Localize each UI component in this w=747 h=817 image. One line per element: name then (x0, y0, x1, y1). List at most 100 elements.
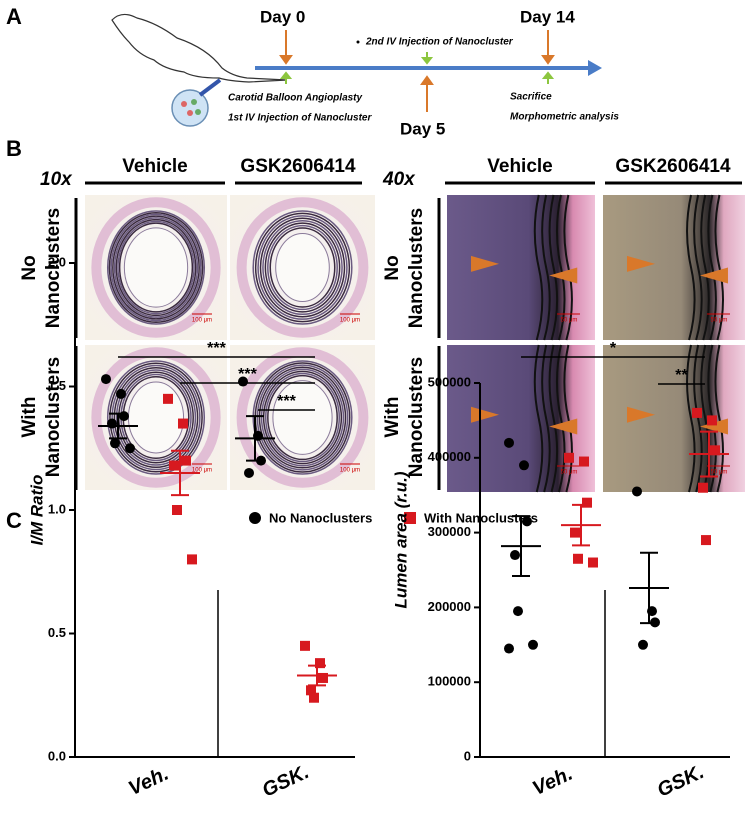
data-point (309, 692, 319, 703)
nanocluster-icon (171, 89, 209, 127)
panel-label: C (6, 508, 22, 533)
arrowhead (699, 267, 728, 284)
arrowhead (699, 418, 728, 435)
row-label: No (382, 255, 403, 280)
arrowhead (627, 406, 655, 423)
significance-label: *** (207, 340, 226, 357)
scale-bar-label: 50 μm (711, 470, 728, 476)
data-point (632, 486, 642, 497)
lumen (123, 227, 189, 308)
y-tick-label: 2.0 (48, 254, 66, 269)
y-tick-label: 0 (464, 748, 471, 763)
data-point (125, 443, 135, 454)
vessel-lamina (269, 227, 336, 308)
significance-label: *** (277, 393, 296, 410)
column-header: Vehicle (122, 156, 188, 177)
row-label: With (19, 397, 40, 438)
vessel-lamina (108, 211, 204, 324)
data-point (522, 516, 532, 527)
x-tick-label: GSK. (654, 761, 708, 802)
elastic-lamina (541, 194, 551, 341)
vessel-lamina (115, 369, 197, 466)
elastic-lamina (533, 344, 544, 493)
vessel-lamina (113, 366, 199, 469)
data-point (519, 460, 529, 471)
data-point (701, 535, 711, 546)
panel-b: B 10x 40x Vehicle GSK2606414 Vehicle GSK… (6, 136, 745, 493)
elastic-lamina (556, 344, 566, 493)
vessel-lamina (256, 364, 349, 471)
elastic-lamina (533, 194, 544, 341)
y-tick-label: 200000 (428, 599, 471, 614)
x-tick-label: Veh. (529, 763, 576, 800)
elastic-lamina (714, 344, 724, 493)
event-label: 1st IV Injection of Nanocluster (228, 113, 372, 124)
syringe (198, 78, 222, 97)
vessel-lamina (257, 215, 348, 320)
scale-bar-label: 100 μm (340, 468, 360, 474)
day-label: Day 5 (400, 119, 445, 138)
elastic-lamina (693, 344, 703, 493)
elastic-lamina (556, 194, 566, 341)
data-point (707, 415, 717, 426)
panel-a: A Day 0 Day 14 Day 5 2nd IV Injection of… (6, 4, 619, 139)
data-point (172, 505, 182, 515)
vessel-lamina (264, 222, 341, 313)
event-label: Morphometric analysis (510, 112, 619, 123)
arrowhead (471, 406, 499, 423)
elastic-lamina (686, 194, 696, 341)
vessel-lamina (112, 215, 200, 320)
significance-label: ** (675, 367, 688, 384)
data-point (513, 606, 523, 617)
elastic-lamina (700, 344, 710, 493)
vessel-lamina (117, 220, 195, 315)
column-header: GSK2606414 (615, 156, 731, 177)
data-point (315, 658, 325, 669)
data-point (169, 460, 179, 471)
vessel-lamina (262, 370, 343, 465)
row-label: Nanoclusters (43, 357, 64, 477)
scale-bar-label: 100 μm (340, 318, 360, 324)
vessel-lamina (118, 222, 194, 313)
elastic-lamina (563, 344, 573, 493)
x-tick-label: GSK. (259, 761, 313, 802)
elastic-lamina (563, 194, 573, 341)
vessel-lamina (252, 360, 353, 475)
scale-bar-label: 100 μm (192, 318, 212, 324)
day-label: Day 14 (520, 7, 575, 26)
data-point (306, 685, 316, 696)
elastic-lamina (548, 344, 559, 493)
data-point (710, 445, 720, 456)
significance-label: * (610, 340, 617, 357)
y-axis-title: I/M Ratio (27, 475, 46, 546)
elastic-lamina (541, 344, 551, 493)
data-point (582, 497, 592, 508)
lumen (272, 380, 333, 455)
vessel-lamina (264, 372, 341, 463)
vessel-adventitia (91, 347, 221, 488)
elastic-lamina (700, 194, 710, 341)
panel-label: B (6, 136, 22, 161)
vessel-lamina (259, 217, 346, 318)
row-label: No (19, 255, 40, 280)
arrowhead (471, 255, 499, 272)
scale-bar-label: 50 μm (561, 470, 578, 476)
vessel-lamina (258, 366, 347, 469)
data-point (110, 438, 120, 449)
y-tick-label: 1.0 (48, 501, 66, 516)
vessel-adventitia (236, 197, 369, 338)
event-arrows (279, 52, 555, 84)
vessel-lamina (115, 218, 197, 317)
y-tick-label: 0.5 (48, 625, 66, 640)
y-tick-label: 100000 (428, 674, 471, 689)
data-point (318, 672, 328, 683)
elastic-lamina (686, 344, 696, 493)
lumen (275, 232, 330, 303)
data-point (181, 455, 191, 466)
data-point (238, 376, 248, 387)
column-header: Vehicle (487, 156, 553, 177)
vessel-lamina (252, 210, 353, 325)
vessel-lamina (109, 362, 203, 473)
scale-bar-label: 50 μm (561, 318, 578, 324)
y-tick-label: 300000 (428, 524, 471, 539)
